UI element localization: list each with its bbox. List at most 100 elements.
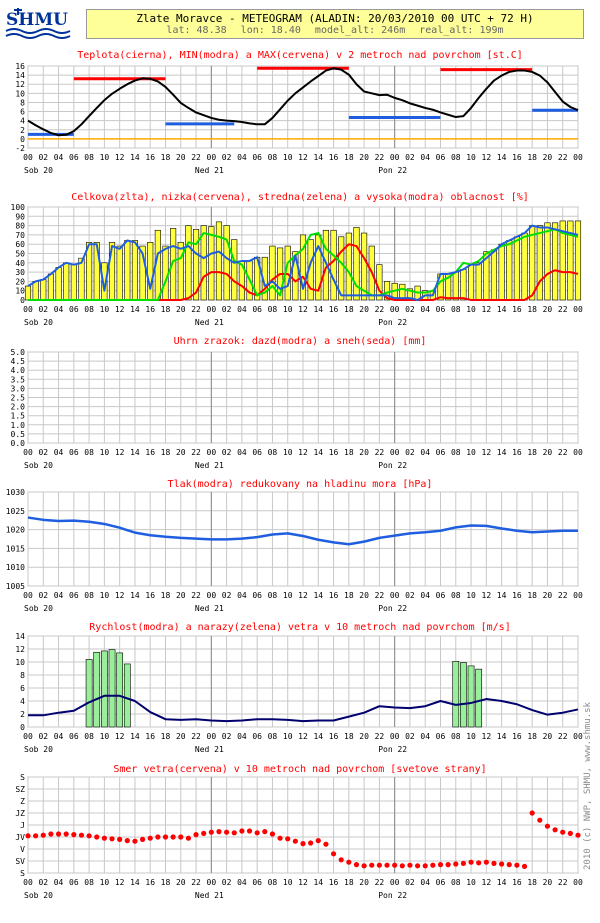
y-tick-label: 4 (20, 697, 25, 706)
x-tick-label: 04 (420, 878, 430, 887)
total-cloud-bar (506, 240, 513, 301)
x-tick-label: 14 (497, 878, 507, 887)
x-tick-label: 06 (252, 448, 262, 457)
y-tick-label: 5.0 (11, 348, 26, 357)
panel-title: Uhrn zrazok: dazd(modra) a sneh(seda) [m… (174, 336, 427, 347)
y-tick-label: 60 (15, 240, 25, 249)
total-cloud-bar (215, 221, 223, 301)
x-tick-label: 14 (313, 591, 323, 600)
x-tick-label: 02 (222, 448, 232, 457)
x-tick-label: 18 (527, 153, 537, 162)
y-tick-label: 80 (15, 222, 25, 231)
x-tick-label: 06 (69, 448, 79, 457)
x-tick-label: 18 (344, 732, 354, 741)
wind-direction-point (132, 838, 138, 844)
x-tick-label: 08 (451, 878, 461, 887)
y-tick-label: 70 (15, 231, 25, 240)
x-tick-label: 14 (497, 305, 507, 314)
x-tick-label: 06 (436, 305, 446, 314)
x-tick-label: 10 (466, 732, 476, 741)
wind-direction-point (460, 860, 467, 867)
y-tick-label: 0.0 (11, 439, 26, 448)
x-tick-label: 18 (344, 448, 354, 457)
x-tick-label: 10 (100, 591, 110, 600)
x-tick-label: 08 (268, 153, 278, 162)
x-tick-label: 00 (390, 732, 400, 741)
x-tick-label: 08 (84, 732, 94, 741)
x-tick-label: 14 (313, 448, 323, 457)
wind-direction-point (483, 859, 489, 865)
x-tick-label: 22 (191, 878, 201, 887)
x-tick-label: 22 (375, 591, 385, 600)
wind-direction-point (506, 862, 512, 868)
x-tick-label: 20 (359, 878, 369, 887)
x-tick-label: 08 (268, 878, 278, 887)
x-tick-label: 18 (527, 591, 537, 600)
logo-wave-icon (5, 33, 71, 39)
wind-direction-point (330, 851, 337, 857)
x-tick-label: 18 (344, 591, 354, 600)
x-tick-label: 00 (23, 732, 33, 741)
x-tick-label: 00 (573, 732, 583, 741)
x-tick-label: 20 (359, 305, 369, 314)
x-tick-label: 10 (100, 732, 110, 741)
day-label: Sob 20 (24, 166, 53, 175)
y-tick-label: 12 (15, 80, 25, 89)
x-tick-label: 20 (543, 878, 553, 887)
y-tick-label: 2.0 (11, 403, 26, 412)
x-tick-label: 12 (115, 878, 125, 887)
x-tick-label: 00 (390, 878, 400, 887)
wind-direction-point (338, 857, 344, 863)
x-tick-label: 22 (558, 732, 568, 741)
total-cloud-bar (185, 225, 192, 301)
x-tick-label: 00 (573, 305, 583, 314)
total-cloud-bar (574, 220, 582, 301)
x-tick-label: 04 (420, 732, 430, 741)
total-cloud-bar (116, 245, 123, 301)
x-tick-label: 16 (145, 153, 155, 162)
y-tick-label: 90 (15, 212, 25, 221)
x-tick-label: 14 (313, 878, 323, 887)
header-info: lat: 48.38 lon: 18.40 model_alt: 246m re… (87, 25, 583, 36)
x-tick-label: 12 (115, 591, 125, 600)
x-tick-label: 18 (161, 448, 171, 457)
wind-direction-point (544, 823, 551, 829)
x-tick-label: 08 (451, 591, 461, 600)
wind-direction-point (139, 836, 146, 843)
wind-direction-point (216, 829, 222, 835)
x-tick-label: 20 (543, 305, 553, 314)
wind-direction-point (529, 810, 535, 816)
total-cloud-bar (299, 234, 307, 301)
total-cloud-bar (78, 257, 85, 301)
y-tick-label: -2 (15, 144, 25, 153)
x-tick-label: 16 (145, 448, 155, 457)
total-cloud-bar (40, 279, 47, 301)
x-tick-label: 14 (313, 732, 323, 741)
panel-title: Smer vetra(cervena) v 10 metroch nad pov… (113, 764, 486, 775)
wind-direction-point (86, 833, 92, 839)
wind-direction-point (567, 830, 573, 837)
wind-direction-point (117, 836, 123, 843)
y-tick-label: 1030 (6, 488, 25, 497)
wind-direction-point (124, 838, 130, 844)
wind-speed-line (28, 694, 579, 723)
x-tick-label: 16 (512, 153, 522, 162)
gust-bar (108, 649, 116, 728)
wind-direction-point (147, 835, 153, 841)
x-tick-label: 18 (527, 732, 537, 741)
x-tick-label: 02 (38, 153, 48, 162)
x-tick-label: 12 (115, 448, 125, 457)
x-tick-label: 14 (497, 732, 507, 741)
y-tick-label: 50 (15, 250, 25, 259)
x-tick-label: 02 (38, 732, 48, 741)
day-label: Pon 22 (378, 604, 407, 613)
x-tick-label: 02 (38, 878, 48, 887)
header-title: Zlate Moravce - METEOGRAM (ALADIN: 20/03… (136, 12, 534, 25)
x-tick-label: 08 (268, 305, 278, 314)
total-cloud-bar (55, 267, 62, 301)
day-label: Pon 22 (378, 318, 407, 327)
total-cloud-bar (269, 245, 276, 301)
x-tick-label: 04 (54, 448, 64, 457)
x-tick-label: 16 (512, 591, 522, 600)
